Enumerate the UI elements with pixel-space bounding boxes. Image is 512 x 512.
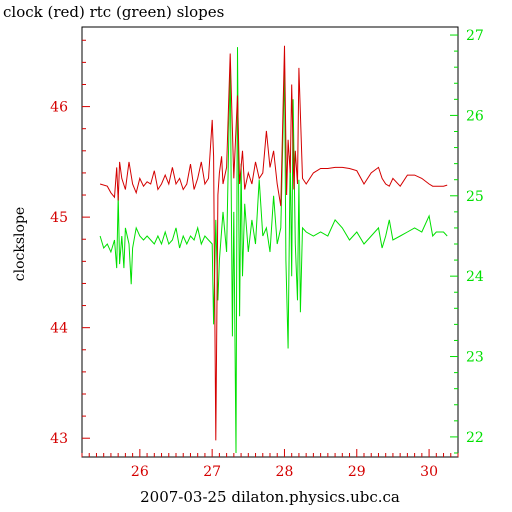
- plot-border: [81, 26, 459, 458]
- x-axis-label: 2007-03-25 dilaton.physics.ubc.ca: [140, 488, 400, 506]
- right-tick-label: 22: [466, 430, 484, 446]
- x-tick-label: 28: [276, 464, 294, 480]
- right-tick-label: 27: [466, 28, 484, 44]
- right-tick-label: 25: [466, 189, 484, 205]
- right-tick-label: 26: [466, 108, 484, 124]
- series-group: [99, 45, 448, 454]
- series-line-rtc: [99, 47, 448, 454]
- axes: 43 44 45 46 22 23 24 25 26 27 26 27 28 29 30: [50, 28, 484, 480]
- chart-title: clock (red) rtc (green) slopes: [3, 3, 224, 21]
- series-line-clock: [99, 45, 448, 441]
- x-tick-label: 30: [420, 464, 438, 480]
- right-tick-label: 24: [466, 269, 484, 285]
- x-tick-label: 29: [348, 464, 366, 480]
- left-tick-label: 46: [50, 100, 68, 116]
- y-axis-label: clockslope: [12, 207, 28, 281]
- x-tick-label: 26: [131, 464, 149, 480]
- right-tick-label: 23: [466, 350, 484, 366]
- left-tick-label: 43: [50, 431, 68, 447]
- left-tick-label: 44: [50, 321, 68, 337]
- plot-frame: [81, 26, 459, 458]
- x-tick-label: 27: [203, 464, 221, 480]
- left-tick-label: 45: [50, 210, 68, 226]
